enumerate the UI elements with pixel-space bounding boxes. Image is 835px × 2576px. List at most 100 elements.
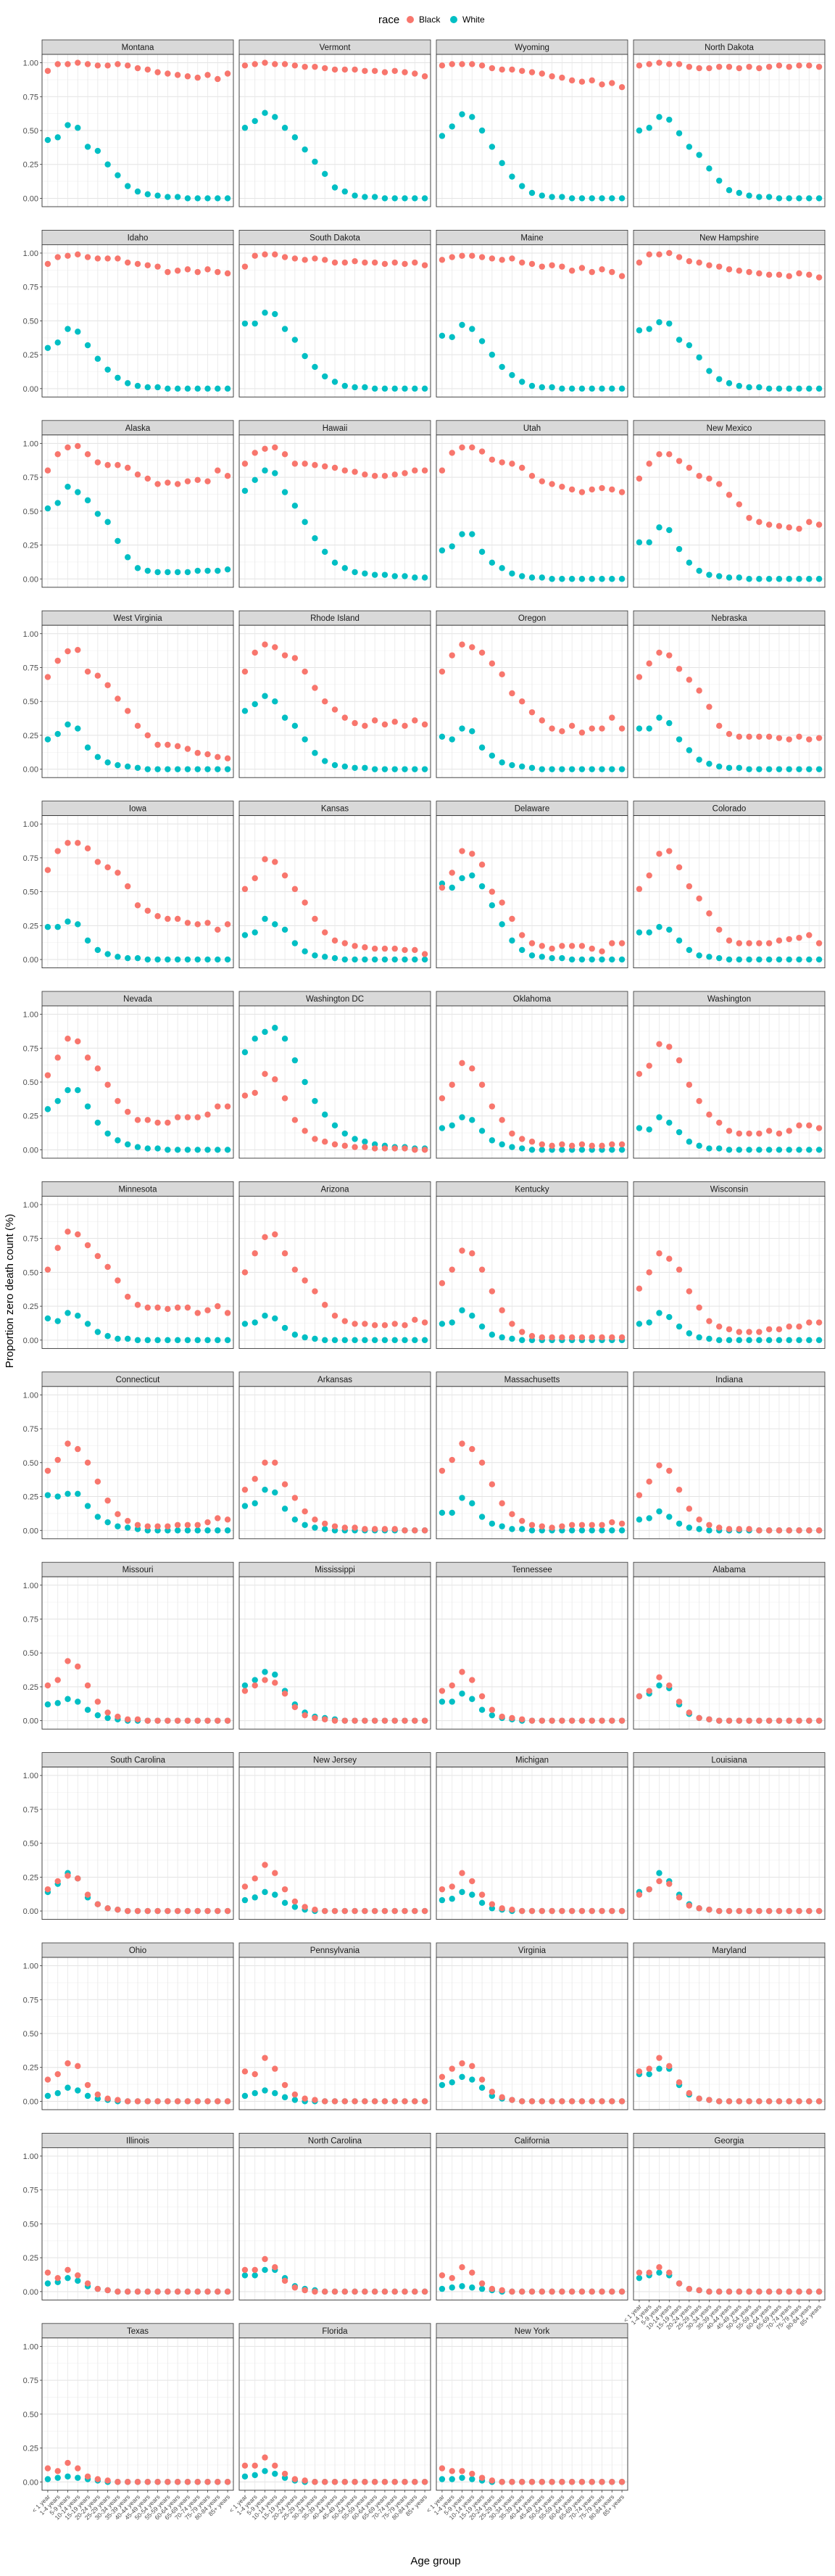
data-point-black: [262, 641, 268, 648]
data-point-white: [499, 921, 505, 928]
data-point-black: [449, 1456, 455, 1464]
facet-panel: Maine: [436, 229, 628, 397]
data-point-black: [331, 937, 338, 944]
y-tick-label: 1.00: [23, 2342, 38, 2351]
data-point-white: [362, 764, 368, 771]
y-tick-label: 0.00: [23, 1907, 38, 1916]
data-point-white: [589, 1527, 595, 1534]
facet-panel: North Carolina: [238, 2132, 431, 2300]
data-point-black: [559, 263, 565, 270]
data-point-black: [302, 899, 308, 906]
data-point-black: [796, 733, 802, 740]
data-point-black: [806, 1717, 813, 1724]
data-point-black: [322, 1520, 328, 1527]
data-point-white: [75, 489, 81, 495]
data-point-black: [412, 2479, 418, 2485]
data-point-white: [184, 956, 191, 963]
data-point-white: [439, 1321, 446, 1327]
data-point-white: [469, 1891, 475, 1898]
data-point-white: [252, 320, 258, 327]
data-point-white: [618, 385, 626, 392]
data-point-white: [194, 1337, 201, 1344]
data-point-white: [381, 385, 389, 392]
data-point-black: [184, 1304, 191, 1311]
data-point-black: [362, 944, 368, 951]
data-point-white: [154, 569, 161, 576]
data-point-white: [549, 384, 555, 391]
data-point-black: [84, 1459, 91, 1466]
data-point-black: [509, 2097, 515, 2103]
data-point-black: [272, 1231, 278, 1238]
data-point-white: [706, 954, 713, 960]
data-point-white: [765, 194, 773, 200]
data-point-white: [706, 760, 713, 767]
data-point-black: [478, 2076, 486, 2083]
facet-strip-label: Virginia: [518, 1947, 547, 1955]
data-point-white: [104, 759, 111, 766]
data-point-white: [302, 1334, 308, 1341]
data-point-black: [599, 484, 605, 492]
data-point-black: [322, 929, 328, 936]
data-point-black: [252, 2266, 258, 2274]
y-tick-label: 0.25: [23, 1873, 38, 1882]
data-point-black: [509, 1714, 515, 1722]
data-point-black: [215, 2479, 221, 2485]
data-point-black: [125, 1293, 131, 1300]
panel-border: [633, 815, 826, 969]
data-point-black: [272, 61, 278, 67]
data-point-white: [676, 1520, 683, 1527]
data-point-white: [44, 1492, 51, 1498]
y-tick-label: 1.00: [23, 1582, 38, 1590]
data-point-white: [756, 1147, 763, 1153]
data-point-white: [75, 1087, 81, 1094]
data-point-black: [449, 61, 455, 67]
data-point-black: [439, 1886, 446, 1893]
y-tick-label: 1.00: [23, 249, 38, 258]
data-point-black: [184, 746, 191, 752]
data-point-white: [746, 576, 752, 582]
data-point-white: [402, 1337, 408, 1344]
data-point-black: [549, 1524, 555, 1531]
data-point-black: [609, 1907, 615, 1915]
data-point-black: [341, 2098, 348, 2105]
data-point-black: [528, 1333, 536, 1339]
data-point-white: [499, 160, 505, 167]
data-point-black: [439, 884, 446, 891]
data-point-white: [815, 1147, 823, 1153]
data-point-black: [65, 2266, 71, 2274]
data-point-black: [184, 2479, 191, 2485]
data-point-white: [241, 125, 249, 131]
data-point-white: [618, 576, 626, 582]
data-point-white: [302, 519, 308, 525]
data-point-white: [646, 2071, 652, 2078]
data-point-black: [194, 1310, 201, 1316]
data-point-black: [578, 1141, 586, 1148]
data-point-black: [599, 1142, 605, 1149]
data-point-white: [215, 956, 221, 963]
data-point-white: [509, 173, 515, 180]
data-point-black: [776, 735, 783, 741]
data-point-white: [84, 2092, 91, 2100]
data-point-black: [609, 940, 615, 946]
data-point-white: [439, 733, 446, 740]
data-point-black: [402, 260, 408, 268]
data-point-black: [341, 2479, 348, 2485]
data-point-white: [656, 1870, 662, 1876]
facet-strip-label: Minnesota: [118, 1185, 157, 1194]
data-point-black: [528, 1907, 536, 1915]
data-point-black: [599, 2098, 605, 2105]
data-point-white: [381, 195, 389, 202]
data-point-white: [312, 158, 318, 165]
data-point-white: [549, 766, 555, 772]
facet-strip-label: Alabama: [713, 1566, 746, 1574]
data-point-white: [726, 956, 733, 963]
data-point-black: [281, 451, 288, 458]
data-point-black: [312, 1136, 318, 1142]
data-point-black: [371, 67, 378, 74]
facet-panel: Vermont: [238, 39, 431, 207]
data-point-white: [706, 1527, 713, 1534]
data-point-white: [726, 187, 733, 194]
data-point-white: [352, 1337, 358, 1344]
data-point-black: [322, 1139, 328, 1145]
facet-panel: Michigan: [436, 1752, 628, 1920]
